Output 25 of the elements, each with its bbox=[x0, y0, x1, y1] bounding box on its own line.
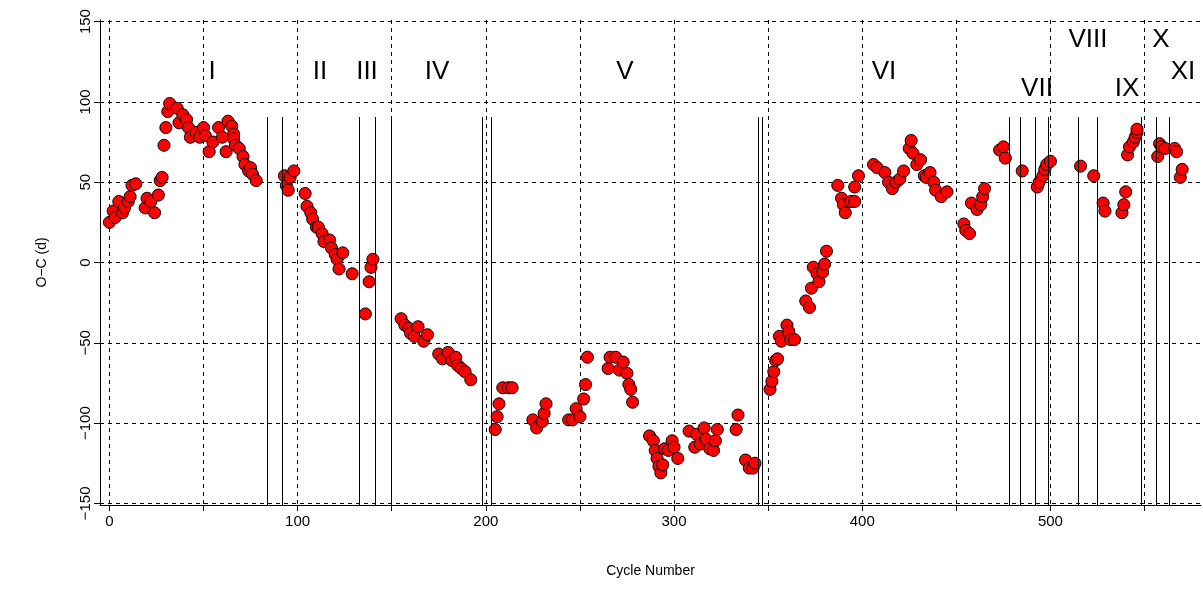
annotation: X bbox=[1152, 23, 1170, 53]
y-tick-label: −50 bbox=[76, 330, 93, 356]
y-tick-label: −150 bbox=[76, 486, 93, 521]
x-axis-title: Cycle Number bbox=[606, 562, 696, 578]
x-tick-label: 300 bbox=[661, 512, 687, 529]
y-tick-label: 150 bbox=[76, 9, 93, 35]
annotation: III bbox=[356, 55, 378, 85]
y-tick-label: 50 bbox=[76, 173, 93, 191]
annotation: VI bbox=[871, 55, 897, 85]
y-tick-label: 100 bbox=[76, 89, 93, 115]
annotation: IX bbox=[1114, 72, 1140, 102]
annotation: XI bbox=[1170, 55, 1196, 85]
x-tick-label: 0 bbox=[105, 512, 114, 529]
x-tick-label: 100 bbox=[285, 512, 311, 529]
annotation: VIII bbox=[1068, 23, 1108, 53]
y-axis-title: O−C (d) bbox=[33, 237, 49, 288]
x-tick-label: 200 bbox=[473, 512, 499, 529]
annotation: V bbox=[616, 55, 635, 85]
annotation: IV bbox=[424, 55, 450, 85]
x-tick-label: 500 bbox=[1037, 512, 1063, 529]
annotation: II bbox=[312, 55, 328, 85]
y-tick-label: 0 bbox=[76, 258, 93, 267]
x-tick-label: 400 bbox=[849, 512, 875, 529]
annotation: I bbox=[208, 55, 216, 85]
y-tick-label: −100 bbox=[76, 406, 93, 440]
